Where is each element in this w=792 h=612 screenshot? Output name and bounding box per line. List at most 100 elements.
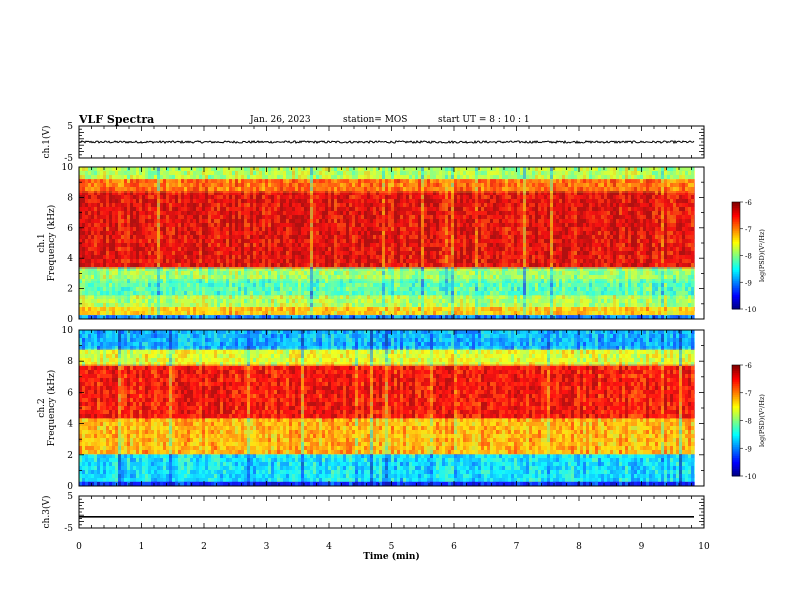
spectrogram-cell (376, 231, 379, 235)
spectrogram-cell (292, 271, 295, 275)
spectrogram-cell (433, 315, 436, 319)
spectrogram-cell (358, 243, 361, 247)
spectrogram-cell (277, 207, 280, 211)
spectrogram-cell (181, 311, 184, 315)
spectrogram-cell (370, 227, 373, 231)
spectrogram-cell (193, 191, 196, 195)
spectrogram-cell (85, 271, 88, 275)
spectrogram-cell (376, 275, 379, 279)
spectrogram-cell (181, 187, 184, 191)
spectrogram-cell (136, 247, 139, 251)
spectrogram-cell (355, 275, 358, 279)
spectrogram-cell (262, 303, 265, 307)
spectrogram-cell (118, 211, 121, 215)
spectrogram-cell (160, 219, 163, 223)
spectrogram-cell (166, 247, 169, 251)
spectrogram-cell (361, 199, 364, 203)
spectrogram-cell (217, 259, 220, 263)
spectrogram-cell (343, 283, 346, 287)
spectrogram-cell (211, 283, 214, 287)
spectrogram-cell (205, 179, 208, 183)
spectrogram-cell (286, 187, 289, 191)
spectrogram-cell (385, 211, 388, 215)
spectrogram-cell (349, 283, 352, 287)
spectrogram-cell (385, 195, 388, 199)
spectrogram-cell (127, 167, 130, 171)
spectrogram-cell (106, 303, 109, 307)
spectrogram-cell (121, 283, 124, 287)
spectrogram-cell (292, 199, 295, 203)
spectrogram-cell (394, 303, 397, 307)
spectrogram-cell (337, 199, 340, 203)
spectrogram-cell (85, 203, 88, 207)
spectrogram-cell (340, 279, 343, 283)
spectrogram-cell (148, 195, 151, 199)
spectrogram-cell (400, 183, 403, 187)
spectrogram-cell (202, 295, 205, 299)
spectrogram-cell (229, 223, 232, 227)
spectrogram-cell (343, 311, 346, 315)
spectrogram-cell (205, 215, 208, 219)
spectrogram-cell (304, 219, 307, 223)
spectrogram-cell (424, 267, 427, 271)
spectrogram-cell (220, 227, 223, 231)
spectrogram-cell (349, 171, 352, 175)
spectrogram-cell (283, 203, 286, 207)
spectrogram-cell (391, 223, 394, 227)
spectrogram-cell (232, 207, 235, 211)
spectrogram-cell (334, 271, 337, 275)
spectrogram-cell (223, 299, 226, 303)
spectrogram-cell (121, 235, 124, 239)
spectrogram-cell (220, 203, 223, 207)
spectrogram-cell (364, 187, 367, 191)
spectrogram-cell (361, 183, 364, 187)
spectrogram-cell (244, 215, 247, 219)
spectrogram-cell (277, 315, 280, 319)
spectrogram-cell (268, 295, 271, 299)
spectrogram-cell (319, 187, 322, 191)
spectrogram-cell (208, 315, 211, 319)
spectrogram-cell (172, 199, 175, 203)
spectrogram-cell (253, 275, 256, 279)
spectrogram-cell (223, 191, 226, 195)
spectrogram-cell (319, 183, 322, 187)
spectrogram-cell (460, 275, 463, 279)
spectrogram-cell (421, 211, 424, 215)
spectrogram-cell (178, 275, 181, 279)
spectrogram-cell (427, 191, 430, 195)
spectrogram-cell (424, 199, 427, 203)
spectrogram-cell (424, 247, 427, 251)
spectrogram-cell (310, 295, 313, 299)
spectrogram-cell (82, 267, 85, 271)
spectrogram-cell (325, 275, 328, 279)
spectrogram-cell (373, 279, 376, 283)
spectrogram-cell (151, 191, 154, 195)
spectrogram-cell (313, 195, 316, 199)
spectrogram-cell (262, 191, 265, 195)
spectrogram-cell (157, 291, 160, 295)
spectrogram-cell (226, 283, 229, 287)
spectrogram-cell (364, 247, 367, 251)
spectrogram-cell (421, 267, 424, 271)
spectrogram-cell (430, 203, 433, 207)
spectrogram-cell (361, 175, 364, 179)
spectrogram-cell (118, 199, 121, 203)
spectrogram-cell (316, 275, 319, 279)
spectrogram-cell (295, 295, 298, 299)
spectrogram-cell (358, 215, 361, 219)
spectrogram-cell (130, 187, 133, 191)
spectrogram-cell (160, 303, 163, 307)
spectrogram-cell (220, 303, 223, 307)
spectrogram-cell (91, 195, 94, 199)
spectrogram-cell (175, 283, 178, 287)
spectrogram-cell (106, 255, 109, 259)
spectrogram-cell (415, 191, 418, 195)
spectrogram-cell (103, 219, 106, 223)
spectrogram-cell (367, 291, 370, 295)
spectrogram-cell (187, 223, 190, 227)
spectrogram-cell (349, 263, 352, 267)
spectrogram-cell (169, 167, 172, 171)
spectrogram-cell (121, 223, 124, 227)
spectrogram-cell (310, 191, 313, 195)
spectrogram-cell (403, 243, 406, 247)
